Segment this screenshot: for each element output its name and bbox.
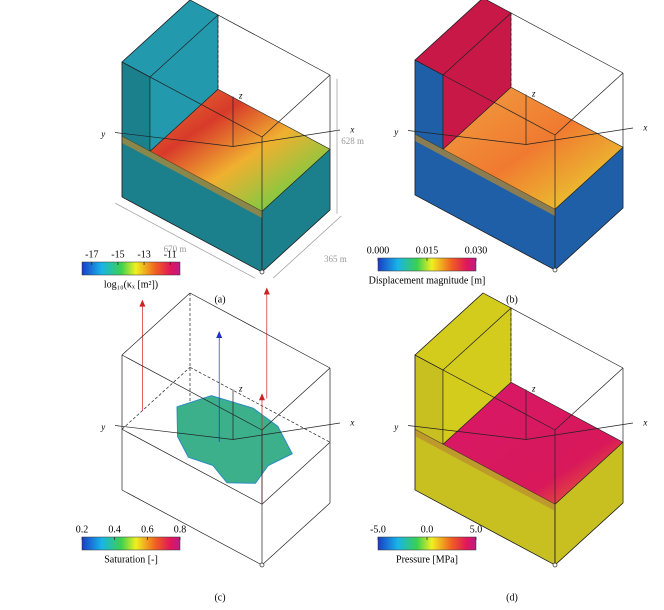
x-axis [525,127,634,145]
box-edge [414,354,556,431]
axis-label: y [393,422,398,432]
well-marker [259,393,265,401]
colorbar-tick-label: -5.0 [370,524,386,535]
colorbar-tick-label: 0.030 [465,245,488,256]
caprock-band [122,136,262,218]
box-edge [261,74,331,138]
caprock-band [415,429,555,511]
box-edge [121,61,263,138]
box-edge [414,0,482,61]
panel: z x y -5.0 0.0 5.0 Pressure [MPa] (d) [370,292,647,603]
colorbar-tick-label: 0.0 [421,524,434,535]
colorbar-tick-label: 0.8 [174,524,187,535]
colorbar-tick-label: 0.6 [141,524,154,535]
caprock-band [415,134,555,216]
box-edge [121,0,191,63]
x-axis [232,422,341,440]
box-edge [121,489,263,566]
corner-dot [259,562,265,568]
x-axis [525,422,634,440]
y-axis [114,425,234,440]
box-edge [261,367,331,431]
axis-label: z [238,384,243,394]
colorbar-tick-label: 0.4 [108,524,121,535]
colorbar-tick-label: -13 [137,249,150,260]
x-axis [232,129,341,147]
y-axis [407,425,527,440]
colorbar-tick-label: 0.015 [416,245,439,256]
colorbar-tick-label: -15 [111,249,124,260]
axis-label: x [642,123,647,133]
corner-dot [552,267,558,273]
well-marker [139,299,146,307]
panel-label: (a) [214,294,225,305]
box-edge [261,502,331,566]
colorbar-tick-label: -17 [85,249,98,260]
dimension-label: 670 m [164,244,187,254]
box-edge [414,59,556,136]
column-front [414,59,444,150]
dimension-label: 365 m [324,254,347,264]
box-edge [189,292,331,369]
box-edge [554,207,624,271]
column-front [414,354,444,445]
well-marker [263,287,270,295]
box-edge [414,489,556,566]
axis-label: z [531,384,536,394]
box-edge [554,72,624,136]
panel-label: (d) [506,592,518,603]
dimension-line [115,202,256,279]
box-edge [414,194,556,271]
box-edge [189,366,331,443]
axis-label: z [531,89,536,99]
y-axis [407,130,527,145]
colorbar-title: Displacement magnitude [m] [369,275,486,286]
colorbar-tick-label: 0.2 [76,524,89,535]
panel-label: (b) [506,294,518,305]
axis-label: x [349,125,354,135]
well-marker [216,330,223,338]
box-edge [121,428,263,505]
colorbar-tick-label: 0.000 [367,245,390,256]
column-front [121,61,151,152]
box-edge [121,354,263,431]
panel: z x y 0.2 0.4 0.6 0.8 Saturation [-] (c) [76,287,354,603]
box-edge [261,441,331,505]
box-edge [121,292,191,356]
dimension-label: 628 m [341,136,364,146]
box-edge [261,209,331,273]
panel-label: (c) [214,592,225,603]
box-edge [414,292,484,356]
colorbar-title: Saturation [-] [104,554,158,565]
colorbar-title: Pressure [MPa] [396,554,458,565]
panel: z x y 0.000 0.015 0.030 Displacement magnitude… [367,0,647,305]
colorbar-tick-label: -11 [164,249,177,260]
colorbar-title: log₁₀(κₓ [m²]) [104,279,158,290]
axis-label: x [642,418,647,428]
axis-label: z [238,91,243,101]
corner-dot [259,269,265,275]
axis-label: y [100,129,105,139]
y-axis [114,132,234,147]
axis-label: y [100,422,105,432]
dimension-line [272,215,342,279]
corner-dot [552,562,558,568]
colorbar [81,261,181,276]
panel: z x y 670 m 365 m 628 m -17 -15 -13 -11 log₁₀(κₓ [… [81,0,364,305]
axis-label: x [349,418,354,428]
colorbar [81,536,181,551]
box-edge [554,502,624,566]
colorbar-tick-label: 5.0 [470,524,483,535]
box-edge [121,366,191,430]
box-edge [554,367,624,431]
axis-label: y [393,127,398,137]
box-edge [121,196,263,273]
